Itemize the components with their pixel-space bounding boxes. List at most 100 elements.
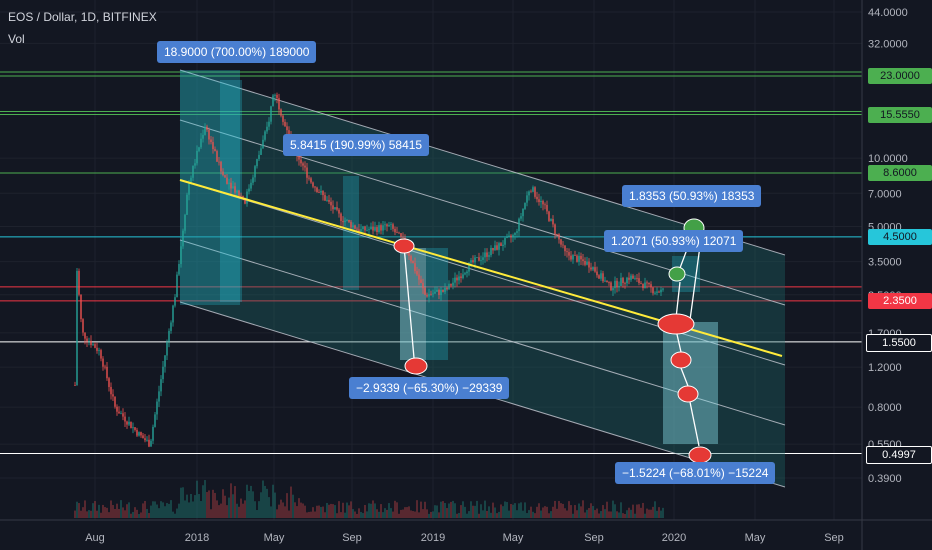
candle-body bbox=[112, 394, 114, 397]
volume-bar bbox=[306, 512, 308, 518]
candle-body bbox=[168, 330, 170, 342]
candle-body bbox=[648, 282, 650, 285]
volume-bar bbox=[238, 506, 240, 518]
measure-zone bbox=[343, 176, 359, 290]
candle-body bbox=[378, 225, 380, 233]
volume-bar bbox=[206, 492, 208, 518]
volume-bar bbox=[150, 505, 152, 518]
candle-body bbox=[428, 293, 430, 297]
candle-body bbox=[192, 165, 194, 178]
candle-body bbox=[188, 183, 190, 195]
move-arrow bbox=[680, 367, 689, 387]
candle-body bbox=[150, 440, 152, 447]
candle-body bbox=[500, 243, 502, 246]
volume-bar bbox=[556, 508, 558, 518]
volume-bar bbox=[152, 501, 154, 518]
volume-bar bbox=[148, 513, 150, 518]
volume-bar bbox=[254, 501, 256, 518]
volume-bar bbox=[160, 501, 162, 518]
volume-bar bbox=[88, 510, 90, 518]
volume-bar bbox=[572, 513, 574, 518]
price-marker bbox=[668, 266, 686, 282]
volume-bar bbox=[190, 494, 192, 518]
candle-body bbox=[134, 427, 136, 430]
candle-body bbox=[398, 232, 400, 234]
volume-bar bbox=[92, 503, 94, 518]
volume-bar bbox=[482, 510, 484, 518]
volume-bar bbox=[112, 505, 114, 518]
volume-bar bbox=[98, 504, 100, 518]
symbol-title: EOS / Dollar, 1D, BITFINEX bbox=[8, 10, 157, 24]
candle-body bbox=[108, 378, 110, 387]
volume-bar bbox=[596, 508, 598, 518]
volume-bar bbox=[628, 507, 630, 518]
candle-body bbox=[252, 177, 254, 183]
volume-bar bbox=[634, 513, 636, 518]
candle-body bbox=[408, 250, 410, 256]
volume-bar bbox=[186, 494, 188, 518]
candle-body bbox=[138, 432, 140, 436]
candle-body bbox=[396, 232, 398, 234]
candle-body bbox=[220, 161, 222, 172]
candle-body bbox=[524, 202, 526, 209]
volume-bar bbox=[270, 506, 272, 518]
candle-body bbox=[100, 350, 102, 359]
candle-body bbox=[282, 115, 284, 122]
volume-bar bbox=[586, 509, 588, 518]
volume-bar bbox=[526, 513, 528, 518]
volume-bar bbox=[284, 506, 286, 518]
candle-body bbox=[324, 195, 326, 201]
candle-body bbox=[482, 257, 484, 261]
volume-bar bbox=[492, 502, 494, 518]
volume-bar bbox=[426, 509, 428, 518]
volume-bar bbox=[444, 502, 446, 518]
candle-body bbox=[360, 229, 362, 232]
candle-body bbox=[636, 277, 638, 279]
candle-body bbox=[410, 255, 412, 262]
candle-body bbox=[564, 245, 566, 252]
volume-bar bbox=[414, 511, 416, 518]
volume-bar bbox=[278, 504, 280, 518]
volume-bar bbox=[462, 501, 464, 518]
candle-body bbox=[328, 199, 330, 202]
candle-body bbox=[650, 284, 652, 288]
volume-bar bbox=[298, 498, 300, 518]
volume-bar bbox=[86, 511, 88, 518]
volume-bar bbox=[580, 506, 582, 518]
candle-body bbox=[76, 270, 78, 386]
candle-body bbox=[638, 278, 640, 284]
candle-body bbox=[580, 255, 582, 260]
candle-body bbox=[210, 139, 212, 143]
volume-bar bbox=[386, 509, 388, 518]
volume-bar bbox=[404, 507, 406, 518]
volume-bar bbox=[436, 505, 438, 518]
volume-bar bbox=[226, 505, 228, 518]
volume-bar bbox=[110, 500, 112, 518]
volume-bar bbox=[124, 510, 126, 518]
volume-bar bbox=[178, 503, 180, 518]
volume-bar bbox=[128, 502, 130, 518]
y-tick-label: 44.0000 bbox=[868, 7, 908, 19]
candle-body bbox=[514, 232, 516, 236]
candle-body bbox=[318, 192, 320, 193]
volume-bar bbox=[94, 501, 96, 518]
candle-body bbox=[506, 236, 508, 238]
volume-bar bbox=[528, 510, 530, 518]
volume-bar bbox=[522, 510, 524, 518]
volume-bar bbox=[328, 504, 330, 518]
candle-body bbox=[390, 224, 392, 226]
candle-body bbox=[362, 226, 364, 230]
candle-body bbox=[238, 190, 240, 196]
candle-body bbox=[578, 255, 580, 262]
volume-bar bbox=[76, 501, 78, 518]
candle-body bbox=[462, 274, 464, 278]
volume-bar bbox=[394, 500, 396, 518]
annotation-target-gain: 1.8353 (50.93%) 18353 bbox=[622, 185, 762, 207]
candle-body bbox=[98, 350, 100, 351]
volume-bar bbox=[264, 485, 266, 518]
candle-body bbox=[300, 159, 302, 164]
volume-bar bbox=[90, 510, 92, 518]
candle-body bbox=[384, 224, 386, 226]
y-tick-label: 1.2000 bbox=[868, 362, 902, 374]
